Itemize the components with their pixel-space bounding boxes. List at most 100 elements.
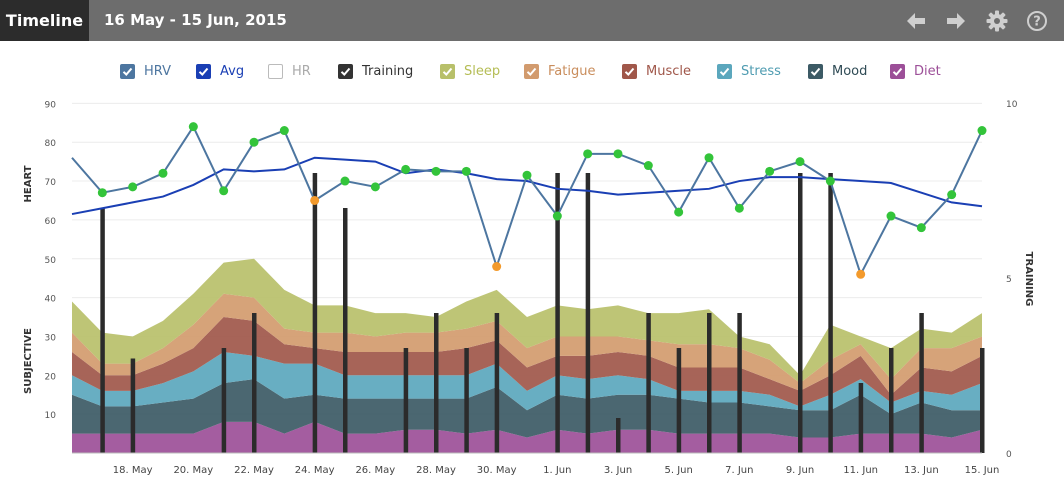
x-tick-label: 1. Jun	[543, 465, 571, 476]
hrv-point	[249, 137, 259, 147]
chart-area: 10 20 30 40 50 60 70 80 90 0 5 10 18. May 20. May 22. …	[23, 100, 1034, 476]
hrv-point	[340, 176, 350, 186]
y-left-tick-label: 30	[45, 333, 57, 343]
checkbox-checked-icon[interactable]	[808, 64, 823, 79]
hrv-point	[916, 223, 926, 233]
training-bar	[403, 348, 409, 453]
training-bar	[676, 348, 682, 453]
x-tick-label: 22. May	[234, 465, 274, 476]
x-tick-label: 24. May	[295, 465, 335, 476]
arrow-right-icon[interactable]	[944, 9, 968, 33]
legend-label: Sleep	[464, 64, 501, 79]
training-bar	[585, 173, 591, 453]
help-icon[interactable]: ?	[1025, 9, 1049, 33]
y-axis-title-subjective: SUBJECTIVE	[23, 328, 34, 394]
hrv-point	[188, 122, 198, 132]
date-range: 16 May - 15 Jun, 2015	[104, 11, 287, 29]
y-right-tick-label: 10	[1006, 100, 1018, 110]
hrv-point	[492, 262, 502, 272]
checkbox-checked-icon[interactable]	[120, 64, 135, 79]
x-tick-label: 28. May	[416, 465, 456, 476]
checkbox-checked-icon[interactable]	[524, 64, 539, 79]
y-left-tick-label: 70	[45, 178, 57, 188]
hrv-line	[71, 124, 983, 277]
y-left-tick-label: 10	[45, 411, 57, 421]
training-bar	[980, 348, 985, 453]
x-tick-label: 13. Jun	[904, 465, 939, 476]
hrv-point	[856, 269, 866, 279]
training-bar	[707, 313, 712, 453]
arrow-left-icon[interactable]	[904, 9, 928, 33]
x-tick-label: 30. May	[477, 465, 517, 476]
area-diet	[72, 421, 982, 453]
training-bar	[100, 208, 105, 453]
hrv-point	[825, 176, 835, 186]
hrv-point	[97, 188, 107, 198]
training-bar	[798, 173, 803, 453]
y-right-tick-label: 5	[1006, 275, 1012, 285]
checkbox-checked-icon[interactable]	[440, 64, 455, 79]
y-left-tick-label: 60	[45, 217, 57, 227]
checkbox-checked-icon[interactable]	[890, 64, 905, 79]
hrv-point	[522, 170, 532, 180]
checkbox-checked-icon[interactable]	[338, 64, 353, 79]
y-left-tick-label: 40	[45, 295, 57, 305]
hrv-point	[128, 182, 138, 192]
hrv-point	[947, 190, 957, 200]
legend-label: HRV	[144, 64, 171, 79]
y-axis-title-training: TRAINING	[1023, 252, 1034, 307]
checkbox-checked-icon[interactable]	[717, 64, 732, 79]
training-bar	[221, 348, 227, 453]
y-left-tick-label: 50	[45, 256, 57, 266]
x-tick-label: 3. Jun	[604, 465, 632, 476]
x-tick-label: 5. Jun	[664, 465, 692, 476]
legend-label: Training	[362, 64, 414, 79]
checkbox-checked-icon[interactable]	[196, 64, 211, 79]
area-stress	[72, 351, 982, 415]
hrv-point	[977, 126, 987, 136]
training-bar	[646, 313, 651, 453]
training-bar	[555, 173, 560, 453]
y-left-tick-label: 80	[45, 139, 57, 149]
y-left-tick-label: 20	[45, 372, 57, 382]
svg-text:?: ?	[1033, 15, 1041, 30]
checkbox-unchecked-icon[interactable]	[268, 64, 283, 79]
legend-label: Avg	[220, 64, 245, 79]
training-bar	[616, 418, 621, 453]
hrv-point	[674, 207, 684, 217]
hrv-point	[158, 168, 168, 178]
hrv-point	[704, 153, 714, 163]
legend-label: Diet	[914, 64, 941, 79]
x-tick-label: 26. May	[355, 465, 395, 476]
hrv-point	[401, 164, 411, 174]
area-fatigue	[72, 293, 982, 395]
gear-icon[interactable]	[985, 9, 1009, 33]
area-mood	[72, 379, 982, 438]
hrv-point	[795, 157, 805, 167]
legend-label: Muscle	[646, 64, 691, 79]
hrv-point	[431, 166, 441, 176]
training-bar	[494, 313, 500, 453]
tab-timeline[interactable]: Timeline	[0, 0, 89, 41]
y-left-tick-label: 90	[45, 100, 57, 110]
hrv-point	[279, 126, 289, 136]
hrv-point	[370, 182, 380, 192]
hrv-point	[765, 166, 775, 176]
training-bar	[434, 313, 439, 453]
training-bar	[919, 313, 924, 453]
x-tick-label: 15. Jun	[965, 465, 1000, 476]
area-sleep	[72, 258, 982, 384]
training-bar	[858, 383, 864, 453]
training-bar	[889, 348, 894, 453]
x-tick-label: 20. May	[173, 465, 213, 476]
training-bar	[130, 358, 136, 453]
y-axis-title-heart: HEART	[23, 165, 34, 202]
legend-label: HR	[292, 64, 311, 79]
x-tick-label: 11. Jun	[843, 465, 878, 476]
checkbox-checked-icon[interactable]	[622, 64, 637, 79]
training-bar	[464, 348, 469, 453]
legend-label: Fatigue	[548, 64, 596, 79]
hrv-point	[613, 149, 623, 159]
training-bar	[737, 313, 742, 453]
x-tick-label: 18. May	[113, 465, 153, 476]
